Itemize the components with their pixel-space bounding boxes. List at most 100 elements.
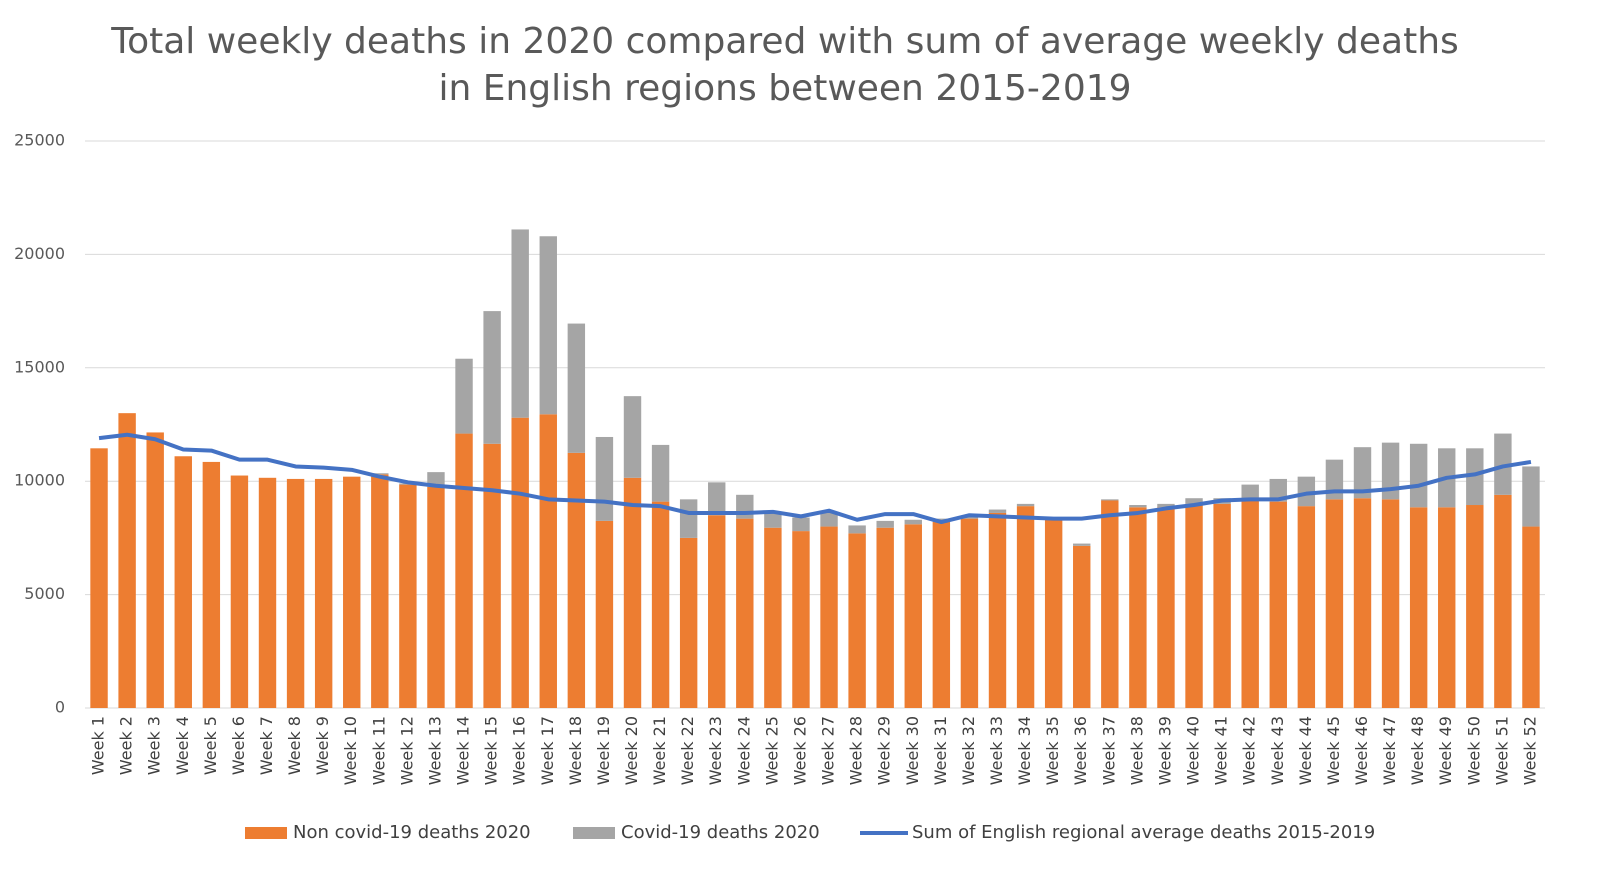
x-tick-label: Week 47	[1380, 716, 1399, 785]
x-tick-label: Week 24	[734, 716, 753, 785]
x-tick-label: Week 17	[538, 716, 557, 785]
x-tick-label: Week 43	[1268, 716, 1287, 785]
bar	[455, 358, 473, 434]
bar	[708, 515, 726, 708]
x-tick-label: Week 37	[1099, 716, 1118, 785]
bar	[1073, 545, 1091, 708]
x-tick-label: Week 32	[959, 716, 978, 785]
x-tick-label: Week 51	[1492, 716, 1511, 785]
bar	[427, 486, 445, 708]
x-tick-label: Week 13	[425, 716, 444, 785]
bar	[371, 473, 389, 475]
bar	[651, 444, 670, 502]
x-tick-label: Week 25	[762, 716, 781, 785]
x-tick-label: Week 16	[510, 716, 529, 785]
bar	[1409, 507, 1428, 708]
bar	[1353, 447, 1372, 499]
bar	[848, 533, 866, 708]
bar	[511, 417, 529, 708]
x-tick-label: Week 36	[1071, 716, 1090, 785]
bar	[651, 501, 670, 708]
x-tick-label: Week 21	[650, 716, 669, 785]
y-tick-label: 5000	[24, 584, 65, 603]
bar	[1016, 503, 1035, 507]
bar	[343, 476, 361, 708]
x-tick-label: Week 31	[931, 716, 950, 785]
bar	[1157, 503, 1175, 508]
bar	[1129, 505, 1147, 508]
bar	[820, 526, 838, 708]
x-tick-label: Week 46	[1352, 716, 1371, 785]
bar	[1297, 506, 1316, 708]
bar	[736, 494, 754, 519]
bar	[1016, 506, 1035, 708]
bar	[623, 396, 642, 478]
x-tick-label: Week 19	[594, 716, 613, 785]
legend-label: Non covid-19 deaths 2020	[293, 822, 531, 843]
y-tick-label: 0	[55, 698, 65, 717]
bar	[1325, 499, 1344, 708]
bar	[202, 461, 221, 708]
bar	[1101, 500, 1119, 708]
bar	[848, 525, 866, 534]
x-tick-label: Week 3	[145, 716, 164, 775]
x-tick-label: Week 6	[229, 716, 248, 775]
bar	[1157, 507, 1175, 708]
bar	[595, 436, 614, 521]
x-tick-label: Week 34	[1015, 716, 1034, 785]
x-tick-label: Week 35	[1043, 716, 1062, 785]
y-tick-label: 25000	[14, 131, 65, 150]
bar	[1185, 498, 1203, 504]
bar	[1522, 526, 1540, 708]
bar	[567, 323, 586, 453]
bar	[1353, 498, 1372, 708]
bar	[455, 433, 473, 708]
x-tick-label: Week 40	[1184, 716, 1203, 785]
bar	[1409, 443, 1428, 508]
bar	[904, 524, 922, 708]
bar	[230, 475, 249, 708]
x-tick-label: Week 22	[678, 716, 697, 785]
x-tick-label: Week 49	[1436, 716, 1455, 785]
x-tick-label: Week 30	[903, 716, 922, 785]
bar	[595, 520, 614, 708]
x-tick-label: Week 20	[622, 716, 641, 785]
bar	[1073, 543, 1091, 546]
bar	[286, 478, 305, 708]
x-tick-label: Week 45	[1324, 716, 1343, 785]
chart-title: Total weekly deaths in 2020 compared wit…	[110, 21, 1459, 62]
x-tick-label: Week 23	[706, 716, 725, 785]
x-tick-label: Week 11	[369, 716, 388, 785]
bar	[988, 509, 1007, 513]
bar	[1129, 507, 1147, 708]
bar	[1269, 501, 1287, 708]
bar	[399, 484, 417, 708]
x-tick-label: Week 1	[89, 716, 108, 775]
bar	[118, 413, 136, 708]
bar	[904, 519, 922, 525]
bar	[483, 443, 501, 708]
bar	[1101, 499, 1119, 501]
bar	[1269, 478, 1287, 502]
x-tick-label: Week 5	[201, 716, 220, 775]
bar	[623, 477, 642, 708]
bar	[427, 472, 445, 487]
bar	[1297, 476, 1316, 507]
bar	[567, 452, 586, 708]
x-tick-label: Week 26	[790, 716, 809, 785]
bar	[1466, 505, 1484, 708]
bar	[539, 236, 557, 415]
bar	[1241, 500, 1259, 708]
x-tick-label: Week 48	[1408, 716, 1427, 785]
bar	[1522, 466, 1540, 527]
x-tick-label: Week 12	[397, 716, 416, 785]
bar	[314, 478, 333, 708]
bar	[708, 482, 726, 516]
bar	[876, 520, 894, 528]
bar	[539, 414, 557, 708]
x-tick-label: Week 27	[819, 716, 838, 785]
bar	[1044, 519, 1063, 708]
x-tick-label: Week 42	[1240, 716, 1259, 785]
x-tick-label: Week 9	[313, 716, 332, 775]
